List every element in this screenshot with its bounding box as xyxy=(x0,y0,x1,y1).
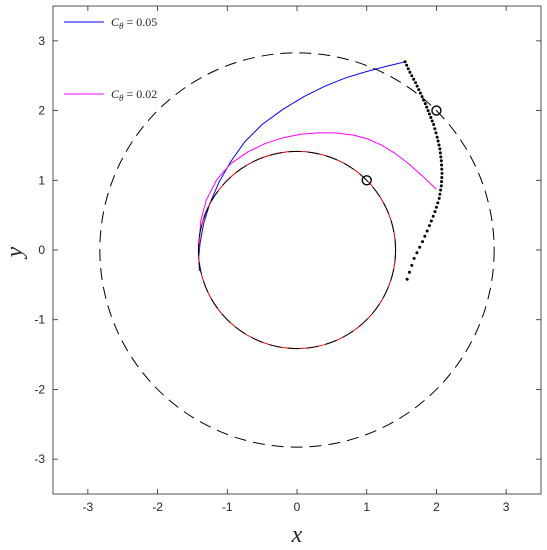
series-5-dot-fill-1-2 xyxy=(412,77,416,81)
outer-target-marker xyxy=(431,105,442,116)
series-5-dot-fill-10-2 xyxy=(440,180,444,184)
series-5-dot-fill-15-2 xyxy=(415,251,419,255)
series-5-dot-fill-13-1 xyxy=(431,214,435,218)
series-5-dot-8 xyxy=(438,147,442,151)
series-1-line xyxy=(198,132,437,251)
series-5-dot-fill-7-1 xyxy=(436,139,440,143)
series-5-dot-fill-5-1 xyxy=(429,116,433,120)
y-tick-label-3: 0 xyxy=(38,243,45,257)
series-5-dot-fill-1-1 xyxy=(410,74,414,78)
series-5-dot-fill-14-2 xyxy=(423,234,427,238)
series-5-dot-9 xyxy=(439,159,443,163)
series-5-dot-fill-8-1 xyxy=(438,151,442,155)
series-5-dot-fill-14-1 xyxy=(425,229,429,233)
series-5-dot-fill-11-2 xyxy=(438,192,442,196)
series-5-dot-fill-12-1 xyxy=(436,201,440,205)
series-5-dot-fill-2-2 xyxy=(417,88,421,92)
series-5-dot-fill-0-2 xyxy=(406,67,410,71)
series-5-dot-13 xyxy=(433,210,437,214)
y-axis-label: y xyxy=(2,246,28,259)
series-5-dot-fill-6-2 xyxy=(434,131,438,135)
series-5-dot-fill-8-2 xyxy=(439,155,443,159)
y-tick-label-0: -3 xyxy=(34,452,45,466)
y-tick-label-2: -1 xyxy=(34,313,45,327)
legend-label-1: Cθ = 0.02 xyxy=(111,87,157,103)
series-5-dot-0 xyxy=(403,60,407,64)
series-5-dot-fill-9-2 xyxy=(440,167,444,171)
series-5-dot-fill-2-1 xyxy=(415,84,419,88)
tick-layer: -3 -2 -1 0 1 2 3 -3 -2 -1 0 1 2 3 xyxy=(34,6,541,514)
series-5-dot-fill-9-1 xyxy=(440,163,444,167)
series-3-dashed-circle xyxy=(197,150,397,350)
series-5-dot-2 xyxy=(414,81,418,85)
series-5-dot-15 xyxy=(420,240,424,244)
x-tick-label-6: 3 xyxy=(503,500,510,514)
series-5-dot-5 xyxy=(427,112,431,116)
plot-frame xyxy=(52,5,542,495)
series-5-dot-fill-7-2 xyxy=(437,143,441,147)
series-5-dot-fill-4-1 xyxy=(425,105,429,109)
series-5-dot-fill-13-2 xyxy=(429,219,433,223)
legend-label-0: Cθ = 0.05 xyxy=(111,15,157,31)
series-5-dot-fill-16-1 xyxy=(410,263,414,267)
inner-target-marker xyxy=(361,175,372,186)
x-tick-label-5: 2 xyxy=(433,500,440,514)
series-5-dot-3 xyxy=(418,91,422,95)
series-0-line xyxy=(198,61,406,271)
series-layer xyxy=(99,52,495,448)
x-tick-label-0: -3 xyxy=(83,500,94,514)
series-5-dot-fill-10-1 xyxy=(440,175,444,179)
x-tick-label-2: -1 xyxy=(222,500,233,514)
series-5-dot-11 xyxy=(439,184,443,188)
series-5-dot-fill-4-2 xyxy=(426,109,430,113)
legend: Cθ = 0.05 Cθ = 0.02 xyxy=(64,15,157,103)
series-5-dot-14 xyxy=(427,224,431,228)
series-5-dot-16 xyxy=(412,256,416,260)
series-5-dot-fill-15-1 xyxy=(418,245,422,249)
series-5-dot-fill-3-2 xyxy=(422,98,426,102)
series-5-dot-fill-0-1 xyxy=(405,63,409,67)
series-5-dot-7 xyxy=(435,135,439,139)
y-tick-label-4: 1 xyxy=(38,173,45,187)
x-tick-label-4: 1 xyxy=(363,500,370,514)
y-tick-label-1: -2 xyxy=(34,382,45,396)
series-5-dot-fill-16-2 xyxy=(407,270,411,274)
x-tick-label-3: 0 xyxy=(294,500,301,514)
x-axis-label: x xyxy=(291,522,303,548)
series-5-dot-fill-3-1 xyxy=(420,95,424,99)
series-4-dashed-circle xyxy=(99,52,495,448)
series-5-dot-17 xyxy=(405,277,409,281)
y-tick-label-6: 3 xyxy=(38,34,45,48)
series-5-dot-4 xyxy=(423,102,427,106)
series-5-dot-10 xyxy=(440,171,444,175)
y-tick-label-5: 2 xyxy=(38,104,45,118)
series-5-dot-1 xyxy=(408,70,412,74)
series-5-dot-fill-11-1 xyxy=(439,188,443,192)
series-5-dot-fill-12-2 xyxy=(434,205,438,209)
series-5-dot-fill-5-2 xyxy=(430,119,434,123)
series-5-dot-12 xyxy=(437,196,441,200)
series-5-dot-6 xyxy=(432,123,436,127)
x-tick-label-1: -2 xyxy=(152,500,163,514)
series-5-dot-fill-6-1 xyxy=(433,127,437,131)
